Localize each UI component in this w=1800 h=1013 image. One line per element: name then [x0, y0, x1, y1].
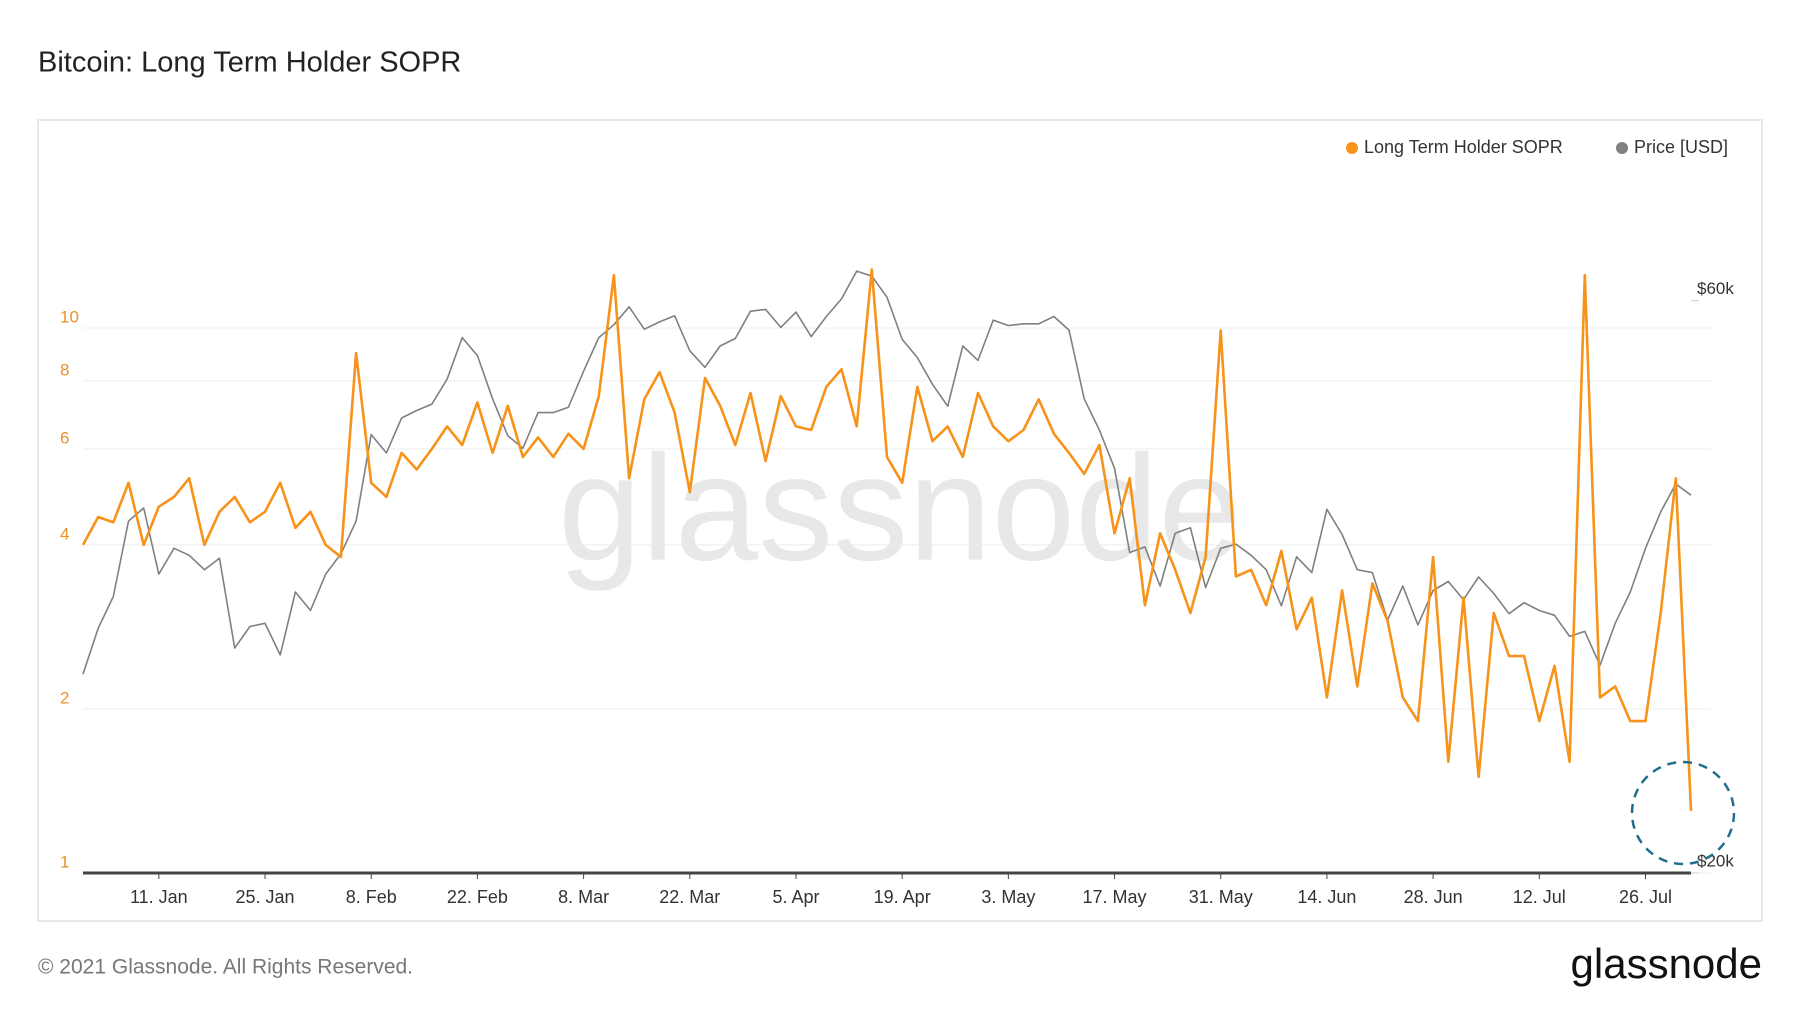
x-tick-label: 22. Feb	[447, 887, 508, 907]
x-tick-label: 11. Jan	[130, 887, 188, 907]
y2-tick-label: $20k	[1697, 851, 1734, 870]
chart-title: Bitcoin: Long Term Holder SOPR	[38, 47, 461, 79]
legend-label: Price [USD]	[1634, 137, 1728, 157]
copyright: © 2021 Glassnode. All Rights Reserved.	[38, 956, 413, 979]
plot-area: 1 2 4 6 8 10 $20k $60k 11. Jan 25. Jan 8. Feb 22. F…	[60, 137, 1734, 907]
x-tick-label: 14. Jun	[1297, 887, 1356, 907]
x-tick-label: 28. Jun	[1404, 887, 1463, 907]
x-tick-label: 22. Mar	[659, 887, 720, 907]
series-line	[82, 270, 1692, 675]
x-tick-label: 8. Feb	[346, 887, 397, 907]
y-tick-label: 6	[60, 428, 69, 447]
y-tick-label: 4	[60, 524, 69, 543]
watermark: glassnode	[558, 424, 1242, 592]
x-tick-label: 12. Jul	[1513, 887, 1566, 907]
x-tick-label: 3. May	[981, 887, 1035, 907]
legend-marker	[1346, 142, 1358, 154]
y-tick-label: 8	[60, 360, 69, 379]
x-tick-label: 8. Mar	[558, 887, 609, 907]
logo: glassnode	[1571, 940, 1762, 987]
series-line	[81, 268, 1693, 811]
highlight-circle	[1630, 760, 1736, 866]
legend-label: Long Term Holder SOPR	[1364, 137, 1563, 157]
chart-frame	[37, 119, 1763, 922]
y2-tick-label: $60k	[1697, 279, 1734, 298]
x-tick-label: 31. May	[1189, 887, 1253, 907]
y-tick-label: 1	[60, 852, 69, 871]
y-tick-label: 2	[60, 688, 69, 707]
legend-marker	[1616, 142, 1628, 154]
x-tick-label: 25. Jan	[236, 887, 295, 907]
y-tick-label: 10	[60, 308, 79, 327]
x-tick-label: 17. May	[1083, 887, 1147, 907]
x-tick-label: 5. Apr	[772, 887, 819, 907]
x-tick-label: 19. Apr	[874, 887, 931, 907]
x-tick-label: 26. Jul	[1619, 887, 1672, 907]
